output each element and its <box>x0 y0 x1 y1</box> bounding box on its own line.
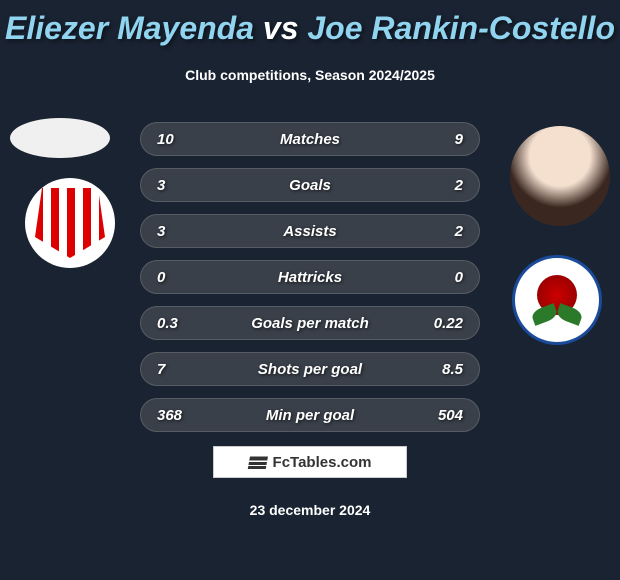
stat-row-goals: 3 Goals 2 <box>140 168 480 202</box>
stat-label: Assists <box>197 223 423 240</box>
stat-label: Hattricks <box>197 269 423 286</box>
chart-bars-icon <box>247 455 267 469</box>
stat-row-goals-per-match: 0.3 Goals per match 0.22 <box>140 306 480 340</box>
player1-name: Eliezer Mayenda <box>5 10 254 46</box>
stat-label: Min per goal <box>197 407 423 424</box>
sunderland-crest <box>25 178 115 268</box>
logo-text: FcTables.com <box>273 454 372 471</box>
vs-text: vs <box>263 10 299 46</box>
stat-label: Matches <box>197 131 423 148</box>
stat-left-value: 0 <box>157 269 197 286</box>
stat-right-value: 8.5 <box>423 361 463 378</box>
stat-right-value: 0 <box>423 269 463 286</box>
stat-label: Shots per goal <box>197 361 423 378</box>
stat-left-value: 10 <box>157 131 197 148</box>
stat-left-value: 3 <box>157 223 197 240</box>
stat-row-shots-per-goal: 7 Shots per goal 8.5 <box>140 352 480 386</box>
stat-right-value: 9 <box>423 131 463 148</box>
stat-row-assists: 3 Assists 2 <box>140 214 480 248</box>
season-subtitle: Club competitions, Season 2024/2025 <box>0 67 620 83</box>
stat-label: Goals per match <box>197 315 423 332</box>
stat-left-value: 7 <box>157 361 197 378</box>
stat-right-value: 2 <box>423 223 463 240</box>
crest-rose-icon <box>527 270 587 330</box>
stat-right-value: 0.22 <box>423 315 463 332</box>
leaf-icon <box>530 303 559 326</box>
stat-row-matches: 10 Matches 9 <box>140 122 480 156</box>
stat-label: Goals <box>197 177 423 194</box>
stat-row-min-per-goal: 368 Min per goal 504 <box>140 398 480 432</box>
player2-name: Joe Rankin-Costello <box>307 10 615 46</box>
stat-right-value: 2 <box>423 177 463 194</box>
fctables-logo: FcTables.com <box>213 446 407 478</box>
player2-avatar <box>510 126 610 226</box>
stat-right-value: 504 <box>423 407 463 424</box>
stat-left-value: 3 <box>157 177 197 194</box>
leaf-icon <box>555 303 584 326</box>
comparison-title: Eliezer Mayenda vs Joe Rankin-Costello <box>0 0 620 47</box>
stats-table: 10 Matches 9 3 Goals 2 3 Assists 2 0 Hat… <box>140 122 480 444</box>
generation-date: 23 december 2024 <box>0 502 620 518</box>
stat-left-value: 368 <box>157 407 197 424</box>
crest-shield-icon <box>35 188 105 258</box>
blackburn-rovers-crest <box>512 255 602 345</box>
player1-avatar <box>10 118 110 158</box>
stat-row-hattricks: 0 Hattricks 0 <box>140 260 480 294</box>
stat-left-value: 0.3 <box>157 315 197 332</box>
